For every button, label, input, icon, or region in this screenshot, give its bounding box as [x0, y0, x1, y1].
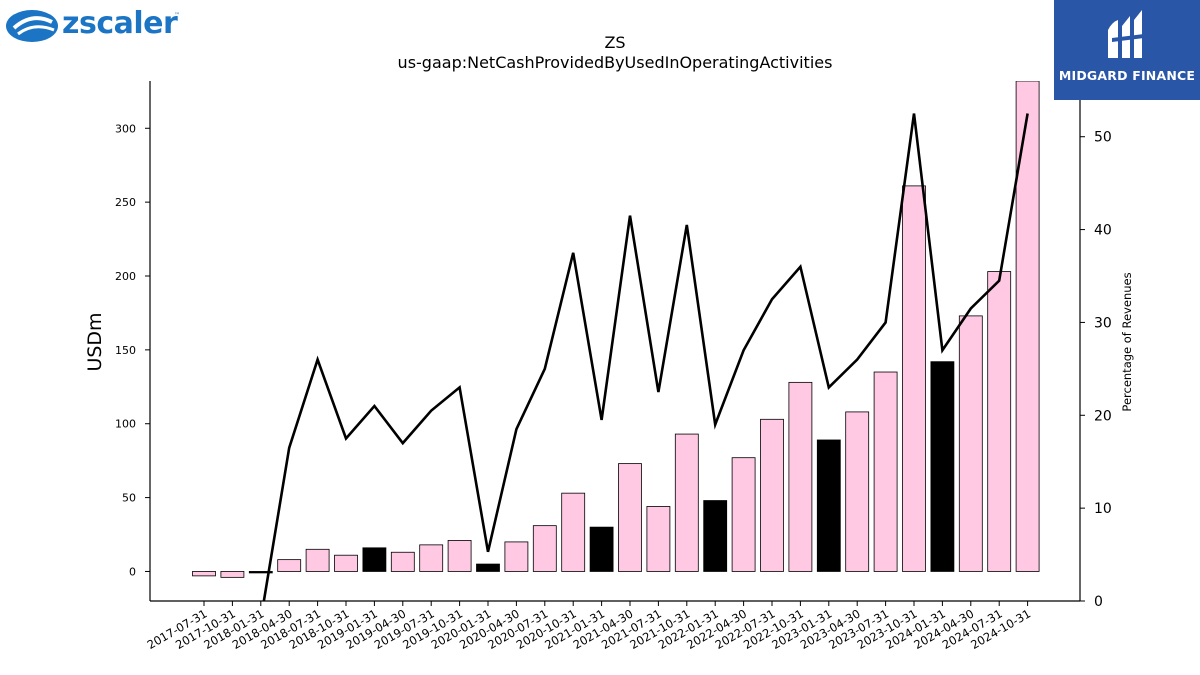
bar-2022-01-31 [703, 500, 728, 572]
chart-subtitle: us-gaap:NetCashProvidedByUsedInOperating… [398, 53, 833, 72]
y2-tick-label-40: 40 [1094, 223, 1112, 239]
bar-2019-07-31 [419, 544, 444, 572]
bar-2022-10-31 [788, 381, 813, 572]
bar-2023-01-31 [816, 439, 841, 572]
y2-tick-label-0: 0 [1094, 594, 1103, 610]
midgard-emblem-icon [1108, 10, 1144, 58]
bar-2018-07-31 [305, 548, 330, 572]
bar-2017-10-31 [220, 571, 245, 578]
bar-2024-01-31 [930, 361, 955, 572]
percentage-line [262, 113, 1029, 601]
bar-2019-04-30 [390, 551, 415, 572]
bar-2022-04-30 [731, 457, 756, 572]
bar-2021-04-30 [618, 463, 642, 572]
bar-2023-07-31 [873, 371, 898, 572]
bar-2023-10-31 [902, 185, 926, 572]
bar-2018-01-31 [248, 571, 273, 574]
midgard-logo-text: MIDGARD FINANCE [1058, 68, 1196, 83]
y2-tick-label-50: 50 [1094, 130, 1112, 146]
y-tick-label-200: 200 [115, 270, 136, 283]
y-tick-label-50: 50 [122, 492, 136, 505]
y2-tick-label-20: 20 [1094, 408, 1112, 424]
bar-2024-10-31 [1015, 81, 1040, 572]
bar-2021-10-31 [674, 433, 699, 572]
y-tick-label-300: 300 [115, 122, 136, 135]
y-tick-label-150: 150 [115, 344, 136, 357]
zscaler-cloud-icon [6, 10, 58, 42]
y-tick-label-100: 100 [115, 418, 136, 431]
zscaler-logo: zscaler ™ [4, 4, 184, 44]
plot-area: 050100150200250300010203040502017-07-312… [115, 81, 1112, 652]
y-tick-label-0: 0 [129, 565, 136, 578]
bar-2017-07-31 [192, 571, 216, 577]
midgard-finance-logo: MIDGARD FINANCE [1054, 0, 1200, 100]
bar-2019-10-31 [447, 540, 472, 572]
bar-2018-10-31 [334, 554, 358, 572]
bar-2020-04-30 [504, 541, 529, 572]
y2-axis-label: Percentage of Revenues [1120, 272, 1134, 411]
zscaler-logo-text: zscaler [62, 6, 178, 41]
bar-2018-04-30 [277, 559, 302, 572]
bar-2020-01-31 [476, 563, 500, 572]
trademark-mark: ™ [174, 12, 180, 19]
bar-2023-04-30 [845, 411, 870, 572]
bar-2024-04-30 [958, 315, 983, 572]
bar-2020-07-31 [532, 525, 557, 572]
y-axis-label: USDm [84, 312, 106, 371]
y2-tick-label-10: 10 [1094, 501, 1112, 517]
bar-2019-01-31 [362, 547, 387, 572]
bar-2020-10-31 [561, 492, 586, 572]
bar-2024-07-31 [987, 271, 1012, 572]
bar-2022-07-31 [760, 418, 784, 572]
bar-2021-07-31 [646, 506, 671, 572]
y2-tick-label-30: 30 [1094, 315, 1112, 331]
bar-2021-01-31 [589, 526, 614, 572]
chart-title: ZS [604, 33, 625, 52]
y-tick-label-250: 250 [115, 196, 136, 209]
plot-marks [192, 81, 1040, 601]
